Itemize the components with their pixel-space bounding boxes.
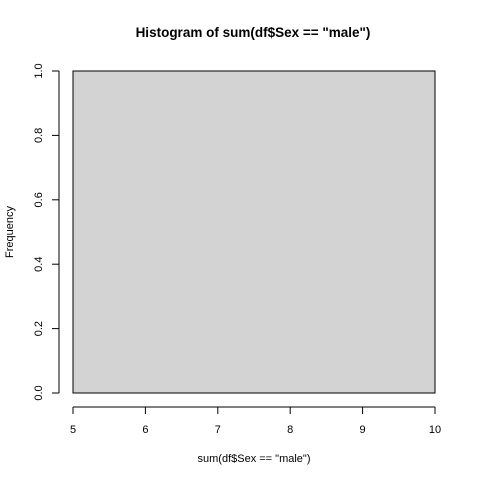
x-axis: 5 6 7 8 9 10 xyxy=(70,406,441,436)
histogram-bar-0 xyxy=(72,70,436,394)
y-tick-label-3: 0.6 xyxy=(33,192,45,207)
y-tick-label-2: 0.4 xyxy=(33,257,45,272)
x-tick-label-5: 10 xyxy=(429,424,441,436)
histogram-bars xyxy=(72,70,436,394)
y-tick-label-0: 0.0 xyxy=(33,385,45,400)
chart-title: Histogram of sum(df$Sex == "male") xyxy=(136,25,371,40)
x-tick-label-2: 7 xyxy=(215,424,221,436)
y-tick-label-4: 0.8 xyxy=(33,128,45,143)
x-tick-label-4: 9 xyxy=(360,424,366,436)
y-axis-label: Frequency xyxy=(4,206,16,258)
x-axis-label: sum(df$Sex == "male") xyxy=(198,453,311,465)
x-tick-label-3: 8 xyxy=(287,424,293,436)
x-tick-label-1: 6 xyxy=(142,424,148,436)
y-tick-label-5: 1.0 xyxy=(33,63,45,78)
y-axis: 0.0 0.2 0.4 0.6 0.8 1.0 xyxy=(33,63,60,401)
x-tick-label-0: 5 xyxy=(70,424,76,436)
y-tick-label-1: 0.2 xyxy=(33,321,45,336)
